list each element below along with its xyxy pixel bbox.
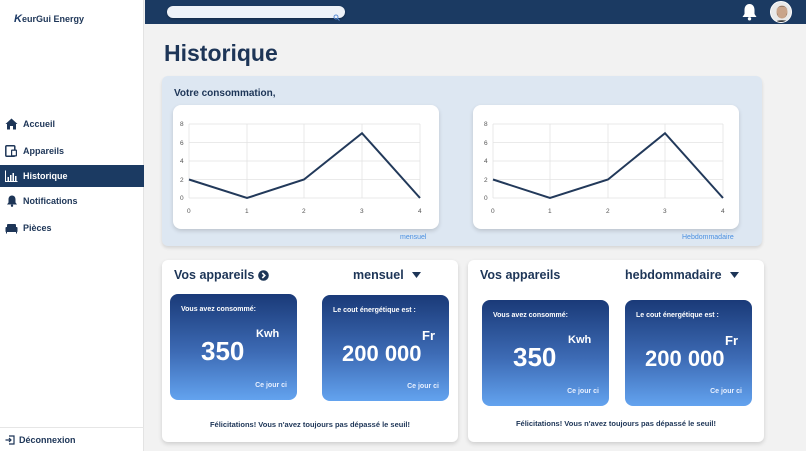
monthly-chart-card: 8 6 4 2 0 0 1 2 3 4 (173, 105, 439, 229)
logout-button[interactable]: Déconnexion (0, 427, 144, 451)
logo-mark: K (14, 13, 22, 25)
svg-text:2: 2 (606, 208, 610, 215)
appliance-card-title: Vos appareils (174, 268, 270, 282)
sidebar: K eurGui Energy Accueil Appareils Histor… (0, 0, 144, 451)
appliance-card-title: Vos appareils (480, 268, 560, 282)
brand-name: eurGui Energy (21, 14, 84, 24)
sidebar-item-notifications[interactable]: Notifications (0, 188, 144, 214)
cost-unit: Fr (422, 328, 435, 343)
chevron-down-icon (411, 272, 421, 278)
monthly-line-chart: 8 6 4 2 0 0 1 2 3 4 (180, 121, 422, 215)
appliance-card-weekly: Vos appareils hebdommadaire Vous avez co… (468, 260, 764, 442)
svg-text:1: 1 (245, 208, 249, 215)
chart-link-hebdommadaire[interactable]: Hebdommadaire (682, 234, 734, 241)
svg-text:4: 4 (484, 158, 488, 165)
svg-text:8: 8 (484, 121, 488, 128)
threshold-message: Félicitations! Vous n'avez toujours pas … (209, 420, 411, 429)
cost-value: 200 000 (645, 346, 725, 371)
logout-label: Déconnexion (19, 434, 76, 445)
svg-text:0: 0 (187, 208, 191, 215)
chart-icon (5, 170, 18, 182)
user-avatar[interactable] (770, 1, 792, 23)
svg-text:3: 3 (360, 208, 364, 215)
sidebar-item-label: Accueil (23, 119, 56, 129)
cost-stat-card: Le cout énergétique est : 200 000 Fr Ce … (322, 295, 449, 401)
arrow-right-circle-icon[interactable] (258, 269, 270, 281)
consumption-stat-card: Vous avez consommé: 350 Kwh Ce jour ci (170, 294, 297, 400)
devices-icon (5, 145, 18, 157)
sidebar-item-accueil[interactable]: Accueil (0, 111, 144, 137)
sidebar-item-label: Pièces (23, 223, 52, 233)
consumed-label: Vous avez consommé: (181, 306, 256, 313)
sofa-icon (5, 222, 18, 234)
svg-text:0: 0 (180, 195, 184, 202)
sidebar-item-label: Appareils (23, 146, 65, 156)
cost-value: 200 000 (342, 341, 422, 366)
sidebar-item-appareils[interactable]: Appareils (0, 138, 144, 164)
cost-unit: Fr (725, 333, 738, 348)
svg-text:8: 8 (180, 121, 184, 128)
svg-text:1: 1 (548, 208, 552, 215)
consumed-unit: Kwh (256, 328, 280, 340)
cost-stat-card: Le cout énergétique est : 200 000 Fr Ce … (625, 300, 752, 406)
appliance-title-text: Vos appareils (480, 268, 561, 282)
chevron-down-icon (729, 272, 739, 278)
svg-text:0: 0 (491, 208, 495, 215)
svg-text:2: 2 (180, 177, 184, 184)
top-bar (145, 0, 806, 24)
cost-label: Le cout énergétique est : (333, 307, 416, 314)
svg-text:6: 6 (180, 140, 184, 147)
search-input[interactable] (167, 11, 327, 24)
consumption-stat-card: Vous avez consommé: 350 Kwh Ce jour ci (482, 300, 609, 406)
period-dropdown[interactable]: mensuel (353, 268, 421, 282)
sidebar-item-label: Historique (23, 171, 68, 181)
svg-text:4: 4 (180, 158, 184, 165)
bell-icon (5, 195, 18, 207)
svg-text:4: 4 (418, 208, 422, 215)
period-value: hebdommadaire (625, 268, 722, 282)
svg-text:2: 2 (484, 177, 488, 184)
threshold-message: Félicitations! Vous n'avez toujours pas … (515, 419, 717, 428)
weekly-line-chart: 8 6 4 2 0 0 1 2 3 4 (484, 121, 725, 215)
svg-text:4: 4 (721, 208, 725, 215)
consumed-unit: Kwh (568, 334, 592, 346)
page-title: Historique (164, 40, 278, 66)
consumed-label: Vous avez consommé: (493, 312, 568, 319)
period-dropdown[interactable]: hebdommadaire (625, 268, 739, 282)
svg-text:6: 6 (484, 140, 488, 147)
cost-label: Le cout énergétique est : (636, 312, 719, 319)
svg-text:3: 3 (663, 208, 667, 215)
weekly-chart-card: 8 6 4 2 0 0 1 2 3 4 (473, 105, 739, 229)
appliance-title-text: Vos appareils (174, 268, 255, 282)
consumed-value: 350 (201, 336, 245, 366)
consumption-title: Votre consommation, (174, 88, 276, 99)
period-value: mensuel (353, 268, 404, 282)
logout-icon (5, 434, 15, 445)
consumed-value: 350 (513, 342, 557, 372)
day-label: Ce jour ci (710, 388, 742, 395)
svg-text:2: 2 (302, 208, 306, 215)
svg-text:0: 0 (484, 195, 488, 202)
day-label: Ce jour ci (255, 382, 287, 389)
sidebar-item-pieces[interactable]: Pièces (0, 215, 144, 241)
day-label: Ce jour ci (567, 388, 599, 395)
search-icon[interactable] (333, 8, 340, 26)
sidebar-nav: Accueil Appareils Historique Notificatio… (0, 111, 144, 242)
home-icon (5, 118, 18, 130)
sidebar-item-label: Notifications (23, 196, 78, 206)
chart-link-mensuel[interactable]: mensuel (400, 234, 427, 241)
notifications-bell-icon[interactable] (741, 3, 758, 26)
search-bar[interactable] (167, 6, 345, 24)
sidebar-item-historique[interactable]: Historique (0, 165, 144, 187)
appliance-card-monthly: Vos appareils mensuel Vous avez consommé… (162, 260, 458, 442)
day-label: Ce jour ci (407, 383, 439, 390)
brand-logo[interactable]: K eurGui Energy (14, 13, 84, 25)
